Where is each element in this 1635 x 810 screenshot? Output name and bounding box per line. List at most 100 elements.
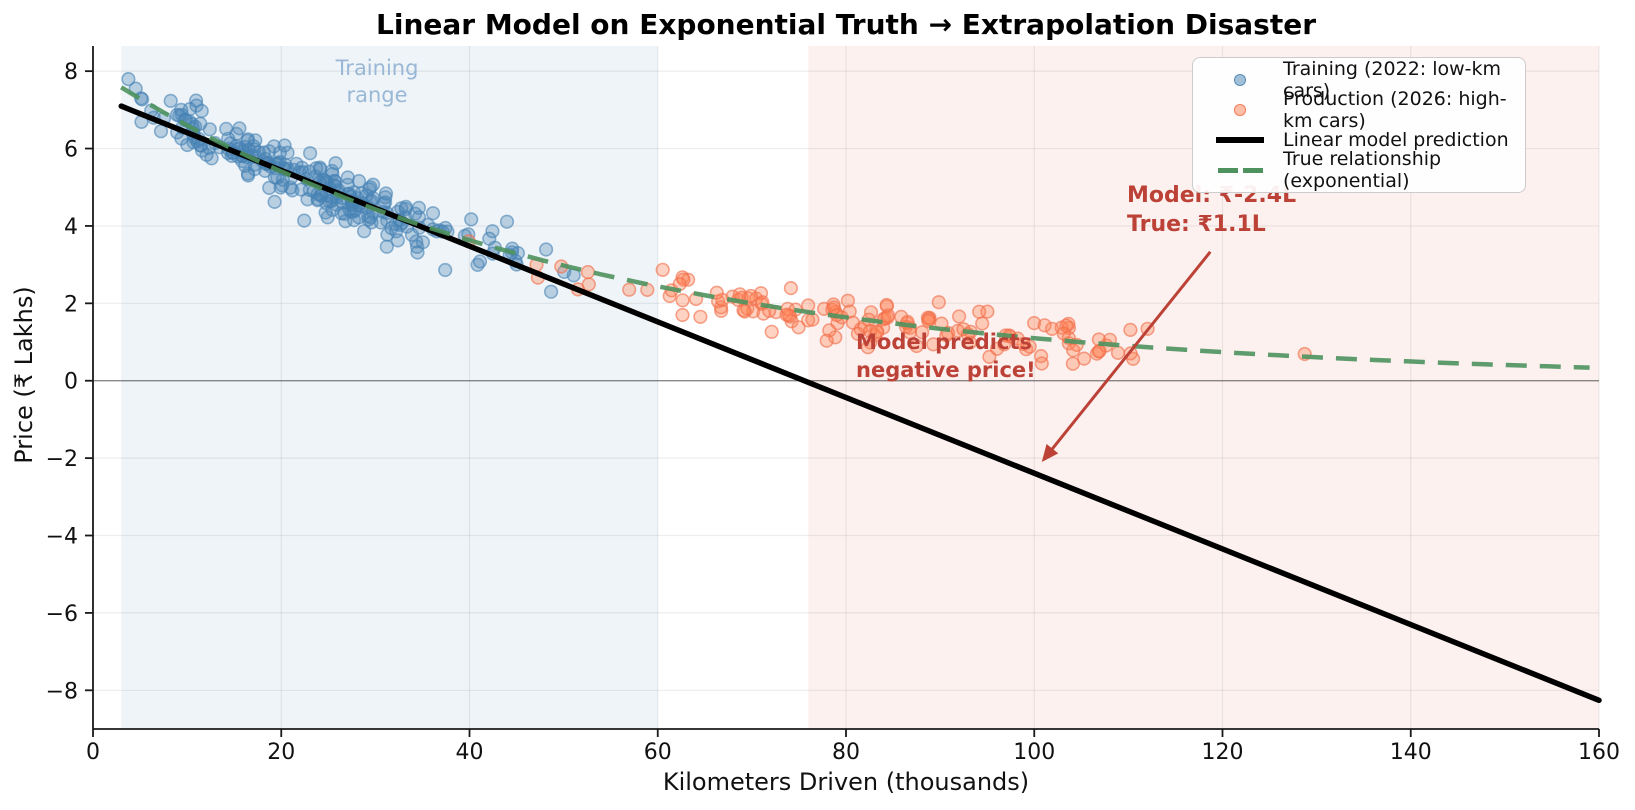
- y-tick-label: −2: [46, 447, 78, 472]
- scatter-point: [822, 323, 837, 338]
- scatter-point: [363, 180, 378, 195]
- negative-price-line1: Model predicts: [856, 330, 1032, 354]
- y-tick-label: 8: [64, 60, 78, 85]
- legend-solid-line-marker: [1205, 137, 1275, 143]
- scatter-point: [951, 309, 967, 324]
- training-range-label-line2: range: [346, 83, 408, 107]
- scatter-point: [404, 227, 420, 242]
- y-axis-label: Price (₹ Lakhs): [10, 286, 38, 464]
- scatter-point: [863, 323, 878, 339]
- scatter-point: [262, 180, 277, 195]
- scatter-point: [464, 212, 479, 227]
- negative-price-line2: negative price!: [856, 358, 1036, 382]
- y-tick-label: −6: [46, 602, 78, 627]
- scatter-point: [499, 214, 515, 229]
- legend-marker-line: [1216, 137, 1264, 143]
- scatter-point: [472, 254, 488, 269]
- x-tick-label: 120: [1202, 740, 1244, 765]
- x-tick-label: 80: [832, 740, 860, 765]
- scatter-point: [351, 174, 367, 189]
- scatter-point: [1022, 339, 1037, 354]
- scatter-point: [743, 288, 759, 304]
- scatter-point: [693, 309, 708, 324]
- scatter-point: [962, 335, 978, 350]
- scatter-point: [881, 308, 896, 323]
- scatter-point: [655, 262, 670, 277]
- scatter-point: [394, 201, 409, 216]
- scatter-point: [972, 304, 987, 319]
- true-relationship-curve: [120, 85, 1590, 370]
- scatter-point: [894, 309, 909, 325]
- y-tick-label: 2: [64, 292, 78, 317]
- scatter-point: [543, 284, 559, 299]
- legend-item-label: Production (2026: high-km cars): [1283, 88, 1507, 132]
- scatter-point: [1037, 318, 1052, 333]
- scatter-point: [879, 297, 894, 313]
- scatter-point: [840, 293, 856, 308]
- scatter-point: [182, 101, 197, 117]
- scatter-point: [303, 146, 318, 161]
- scatter-point: [1059, 318, 1074, 333]
- negative-price-annotation: Model predicts negative price!: [856, 328, 1036, 384]
- scatter-point: [425, 206, 441, 221]
- scatter-point: [379, 239, 394, 254]
- x-tick-label: 40: [456, 740, 484, 765]
- scatter-point: [240, 166, 255, 181]
- scatter-point: [1123, 322, 1138, 338]
- legend-dot-marker: [1205, 74, 1275, 86]
- scatter-point: [310, 193, 325, 208]
- x-tick-label: 60: [644, 740, 672, 765]
- scatter-point: [324, 163, 340, 179]
- scatter-point: [297, 213, 312, 228]
- legend-marker-dot: [1234, 74, 1246, 86]
- scatter-point: [819, 333, 834, 348]
- legend-item-4: True relationship (exponential): [1205, 148, 1513, 192]
- legend-item-3: Linear model prediction: [1205, 126, 1513, 154]
- scatter-point: [791, 320, 806, 335]
- scatter-point: [538, 242, 554, 257]
- scatter-point: [320, 210, 335, 225]
- legend: Training (2022: low-km cars) Production (…: [1192, 57, 1526, 193]
- y-tick-label: 0: [64, 370, 78, 395]
- scatter-point: [764, 324, 779, 339]
- scatter-point: [1089, 346, 1104, 361]
- y-tick-label: −8: [46, 679, 78, 704]
- scatter-point: [169, 107, 185, 122]
- scatter-point: [1026, 316, 1042, 331]
- scatter-point: [378, 190, 393, 205]
- x-tick-label: 0: [86, 740, 100, 765]
- legend-marker-dash: [1217, 167, 1238, 173]
- scatter-point: [272, 145, 288, 160]
- y-tick-label: 6: [64, 138, 78, 163]
- scatter-point: [680, 272, 696, 287]
- scatter-point: [163, 93, 178, 108]
- production-scatter: [461, 234, 1312, 371]
- scatter-point: [805, 312, 820, 327]
- x-tick-label: 160: [1578, 740, 1620, 765]
- scatter-point: [411, 200, 427, 215]
- scatter-point: [675, 307, 690, 323]
- legend-marker-dash: [1242, 167, 1263, 173]
- legend-marker-dot: [1234, 104, 1246, 116]
- scatter-point: [580, 265, 596, 280]
- scatter-point: [982, 349, 997, 365]
- legend-dot-marker: [1205, 104, 1275, 116]
- scatter-point: [277, 138, 292, 153]
- scatter-point: [410, 239, 425, 254]
- x-axis-label: Kilometers Driven (thousands): [662, 768, 1030, 796]
- scatter-point: [1110, 345, 1126, 361]
- legend-item-2: Production (2026: high-km cars): [1205, 88, 1513, 132]
- scatter-point: [1056, 326, 1071, 341]
- scatter-point: [926, 337, 941, 352]
- training-range-label: Training range: [336, 55, 419, 109]
- legend-item-1: Training (2022: low-km cars): [1205, 58, 1513, 102]
- y-tick-label: −4: [46, 525, 78, 550]
- scatter-point: [193, 116, 208, 131]
- scatter-point: [921, 313, 936, 329]
- scatter-point: [485, 224, 500, 239]
- scatter-point: [1091, 344, 1106, 359]
- scatter-point: [189, 98, 204, 113]
- scatter-point: [1034, 356, 1049, 371]
- scatter-point: [860, 340, 876, 355]
